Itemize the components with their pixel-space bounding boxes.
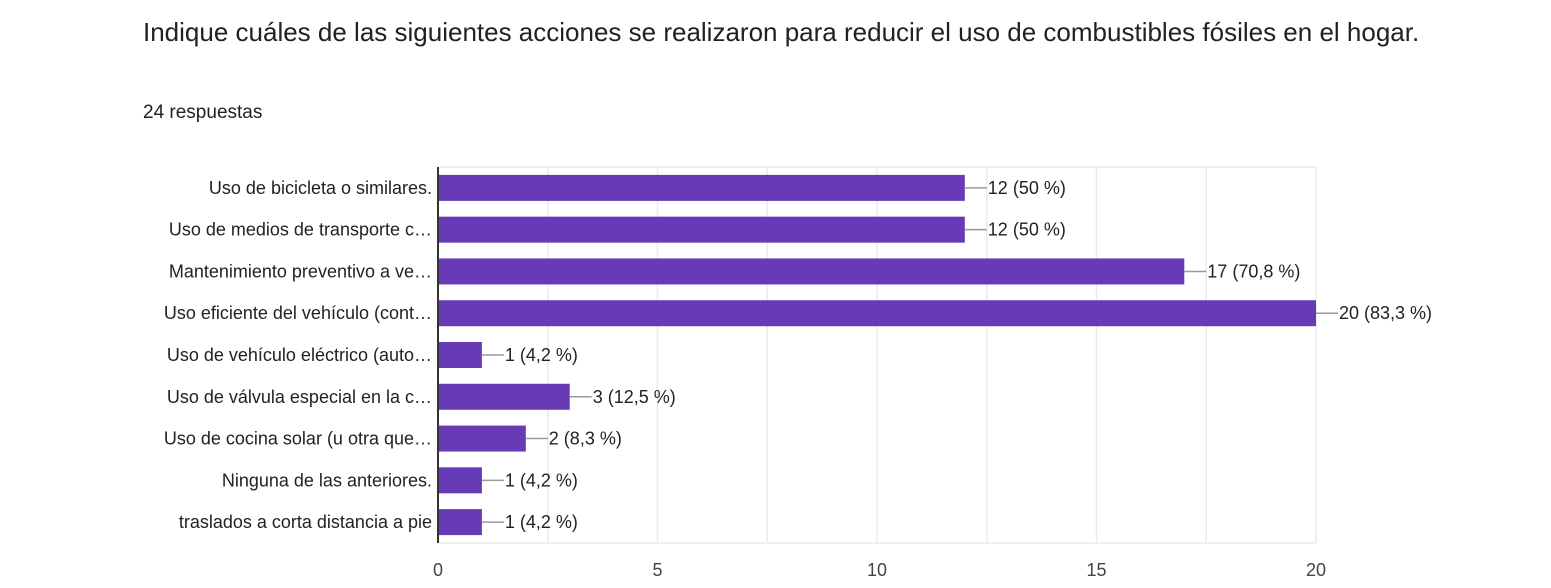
data-label: 12 (50 %) [988,178,1066,198]
category-label: Ninguna de las anteriores. [222,470,432,490]
bar [438,174,965,201]
category-label: Uso de válvula especial en la c… [167,387,432,407]
category-label: Uso de vehículo eléctrico (auto… [167,345,432,365]
category-label: Uso eficiente del vehículo (cont… [164,303,432,323]
category-label: Uso de medios de transporte c… [169,220,432,240]
category-label: traslados a corta distancia a pie [179,512,432,532]
bar [438,383,570,410]
data-label: 20 (83,3 %) [1339,303,1432,323]
category-label: Mantenimiento preventivo a ve… [169,261,432,281]
bar [438,425,526,452]
bar [438,342,482,368]
data-label: 17 (70,8 %) [1207,261,1300,281]
x-tick-label: 20 [1306,560,1326,580]
data-label: 1 (4,2 %) [505,345,578,365]
x-tick-label: 15 [1086,560,1106,580]
x-tick-label: 0 [433,560,443,580]
x-tick-label: 5 [652,560,662,580]
bar [438,300,1316,327]
data-label: 12 (50 %) [988,220,1066,240]
category-label: Uso de bicicleta o similares. [209,178,432,198]
data-label: 1 (4,2 %) [505,512,578,532]
data-label: 3 (12,5 %) [593,387,676,407]
bar [438,509,482,536]
data-label: 1 (4,2 %) [505,470,578,490]
response-count: 24 respuestas [143,102,263,123]
chart-title: Indique cuáles de las siguientes accione… [143,17,1420,47]
bar [438,216,965,243]
category-label: Uso de cocina solar (u otra que… [164,429,432,449]
bar [438,258,1185,285]
bar [438,467,482,494]
data-label: 2 (8,3 %) [549,429,622,449]
x-tick-label: 10 [867,560,887,580]
